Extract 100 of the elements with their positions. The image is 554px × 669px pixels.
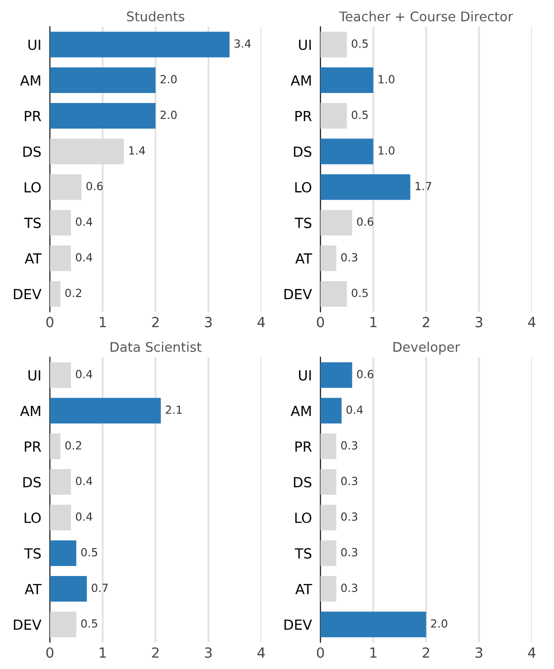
y-tick-label: AM	[20, 75, 40, 86]
y-tick-label: PR	[295, 441, 312, 452]
bar	[50, 434, 60, 460]
bar	[320, 612, 426, 638]
data-label: 0.5	[352, 288, 368, 298]
y-tick-label: AM	[290, 406, 311, 416]
y-tick-label: DEV	[14, 620, 42, 630]
data-label: 1.4	[129, 146, 146, 154]
x-tick-label: 1	[100, 648, 106, 658]
y-tick-label: PR	[24, 110, 42, 122]
data-label: 0.5	[352, 39, 368, 48]
x-tick-label: 4	[528, 648, 536, 658]
data-label: 0.3	[341, 584, 358, 592]
bar	[50, 469, 71, 495]
x-tick-label: 4	[258, 316, 265, 328]
data-label: 0.6	[357, 370, 374, 378]
data-label: 2.0	[431, 619, 448, 628]
y-tick-label: DS	[294, 146, 312, 157]
y-tick-label: AM	[20, 406, 40, 416]
data-label: 2.0	[160, 75, 177, 84]
x-tick-label: 4	[528, 316, 536, 328]
x-tick-label: 1	[370, 316, 376, 328]
x-tick-label: 4	[258, 648, 265, 658]
x-tick-label: 0	[316, 647, 324, 658]
x-tick-label: 3	[476, 316, 482, 328]
y-tick-label: TS	[294, 548, 312, 559]
bar	[50, 102, 156, 129]
y-tick-label: DS	[23, 476, 41, 488]
data-label: 0.4	[76, 253, 92, 262]
bar	[50, 576, 87, 602]
bar	[320, 138, 374, 164]
x-tick-label: 1	[100, 316, 106, 328]
x-tick-label: 1	[370, 648, 376, 658]
y-tick-label: PR	[295, 110, 312, 122]
data-label: 0.5	[352, 110, 368, 120]
x-tick-label: 2	[422, 316, 430, 328]
y-tick-label: AT	[24, 253, 42, 264]
chart-title: Data Scientist	[110, 342, 202, 352]
y-tick-label: LO	[24, 182, 41, 193]
data-label: 0.4	[76, 217, 92, 226]
data-label: 1.7	[416, 182, 432, 190]
bar	[50, 174, 82, 200]
bar	[50, 281, 60, 307]
data-label: 0.4	[76, 476, 92, 486]
y-tick-label: TS	[24, 548, 41, 559]
data-label: 0.6	[357, 217, 374, 226]
data-label: 2.1	[166, 406, 182, 414]
y-tick-label: DS	[294, 476, 312, 488]
y-tick-label: LO	[295, 512, 312, 524]
bar	[320, 362, 352, 388]
x-tick-label: 3	[476, 647, 482, 658]
y-tick-label: UI	[28, 40, 40, 50]
x-tick-label: 3	[205, 316, 212, 328]
y-tick-label: PR	[24, 441, 42, 452]
data-label: 0.3	[341, 548, 358, 556]
y-tick-label: DEV	[14, 289, 42, 300]
bar	[50, 612, 76, 638]
y-tick-label: AM	[290, 75, 311, 86]
bar	[50, 504, 71, 530]
data-label: 0.5	[81, 619, 98, 628]
data-label: 0.4	[346, 406, 363, 414]
x-tick-label: 2	[152, 647, 159, 658]
chart-title: Teacher + Course Director	[339, 11, 514, 22]
bar	[320, 174, 410, 200]
y-tick-label: DEV	[284, 289, 312, 300]
y-tick-label: TS	[294, 218, 312, 228]
x-tick-label: 0	[316, 316, 324, 328]
y-tick-label: UI	[299, 40, 311, 50]
data-label: 0.7	[92, 584, 108, 592]
data-label: 0.2	[65, 441, 82, 450]
data-label: 0.3	[341, 512, 358, 521]
bar	[50, 245, 71, 272]
x-tick-label: 0	[46, 647, 54, 658]
y-tick-label: DS	[23, 146, 41, 157]
bar	[50, 67, 156, 94]
data-label: 2.0	[160, 110, 177, 120]
y-tick-label: UI	[28, 370, 40, 381]
y-tick-label: TS	[24, 218, 41, 228]
bar	[50, 362, 71, 388]
data-label: 0.4	[76, 370, 92, 378]
data-label: 0.6	[86, 182, 103, 190]
bar	[320, 398, 342, 424]
x-tick-label: 2	[152, 316, 159, 328]
bar	[50, 540, 76, 566]
y-tick-label: UI	[299, 370, 311, 381]
data-label: 0.3	[341, 476, 358, 486]
data-label: 0.4	[76, 512, 92, 521]
y-tick-label: LO	[295, 182, 312, 193]
x-tick-label: 3	[205, 647, 212, 658]
x-tick-label: 2	[422, 647, 430, 658]
data-label: 0.5	[81, 548, 98, 556]
data-label: 0.3	[341, 253, 358, 262]
data-label: 3.4	[234, 39, 251, 48]
chart-title: Developer	[394, 342, 460, 354]
y-tick-label: AT	[295, 584, 312, 594]
data-label: 0.2	[65, 288, 82, 298]
x-tick-label: 0	[46, 316, 54, 328]
y-tick-label: AT	[24, 584, 42, 594]
bar	[50, 398, 161, 424]
bar	[320, 67, 374, 94]
